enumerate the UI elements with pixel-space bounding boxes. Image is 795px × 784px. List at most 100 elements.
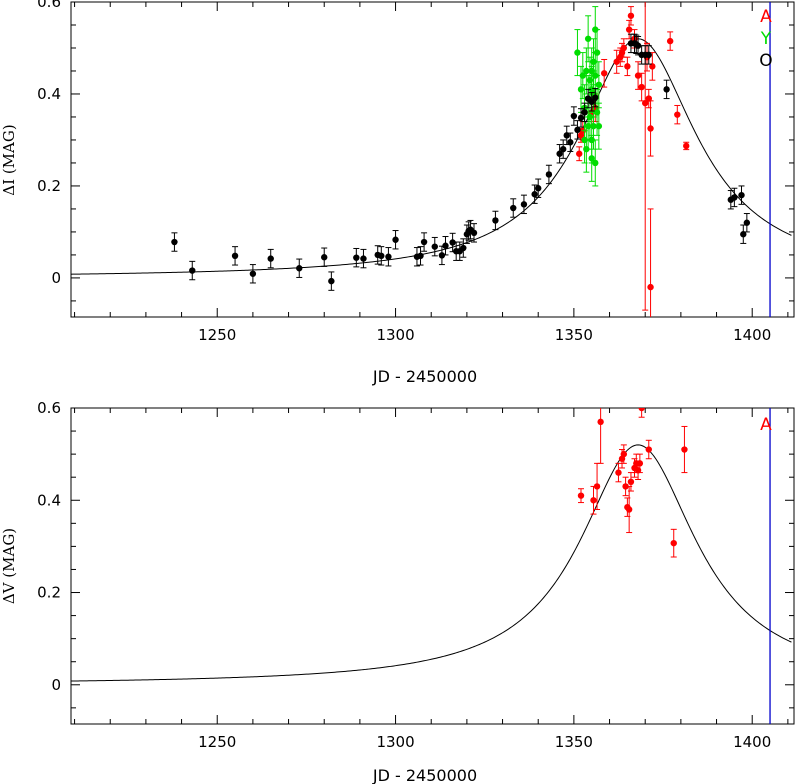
x-tick-label: 1400 (733, 326, 771, 344)
data-point (638, 72, 645, 102)
data-marker (590, 497, 597, 504)
data-point (620, 444, 628, 464)
data-point (556, 144, 563, 164)
data-marker (683, 142, 690, 150)
data-marker (627, 12, 635, 19)
data-marker (647, 283, 654, 291)
y-axis-label: ΔI (MAG) (0, 124, 18, 195)
data-marker (638, 408, 645, 412)
x-tick-label: 1250 (198, 733, 236, 751)
data-marker (649, 63, 656, 70)
data-point (593, 462, 601, 510)
data-marker (556, 150, 563, 157)
y-axis-label: ΔV (MAG) (0, 528, 18, 604)
data-marker (577, 114, 585, 122)
chart-panel-bottom: 1250 1300 1350 1400 0 0.2 0.4 0.6 JD - 2450000 ΔV… (0, 399, 795, 784)
data-marker (570, 112, 578, 120)
data-point (743, 213, 751, 233)
chart-panel-top: 1250 1300 1350 1400 0 0.2 0.4 0.6 JD - 2450000 ΔI… (0, 0, 795, 386)
plot-frame (70, 407, 795, 725)
data-marker (438, 252, 446, 259)
data-marker (645, 51, 652, 59)
data-marker (581, 109, 588, 116)
data-marker (567, 139, 574, 146)
data-point (740, 224, 747, 244)
data-marker (249, 270, 257, 277)
legend-entry-O: O (759, 51, 772, 71)
data-marker (545, 171, 553, 178)
y-tick-label: 0 (51, 269, 61, 287)
data-point (615, 462, 622, 483)
data-marker (634, 72, 642, 79)
data-point (592, 87, 599, 108)
data-marker (563, 132, 570, 139)
data-marker (442, 242, 449, 249)
y-tick-label: 0.4 (37, 491, 61, 509)
data-marker (625, 506, 633, 513)
data-point (353, 247, 360, 268)
data-marker (588, 98, 595, 105)
data-point (563, 125, 570, 146)
data-marker (592, 94, 599, 101)
y-tick-label: 0.2 (37, 584, 61, 602)
data-marker (592, 159, 599, 167)
data-marker (431, 243, 438, 250)
y-tick-label: 0.6 (37, 399, 61, 417)
data-point (567, 132, 574, 152)
data-marker (595, 81, 603, 88)
data-point (622, 476, 629, 497)
data-marker (353, 254, 360, 261)
data-marker (595, 122, 603, 130)
series-O (171, 33, 751, 291)
data-marker (600, 70, 608, 77)
series-Y (574, 6, 603, 187)
data-point (593, 29, 601, 77)
data-point (613, 49, 620, 74)
data-marker (731, 194, 738, 201)
legend-entry-Y: Y (760, 29, 772, 49)
plot-area (71, 408, 792, 724)
data-marker (740, 231, 747, 238)
data-point (296, 258, 303, 278)
data-marker (584, 35, 592, 42)
x-tick-label: 1400 (733, 733, 771, 751)
data-point (442, 236, 449, 256)
data-marker (590, 122, 597, 130)
data-marker (231, 252, 239, 260)
data-point (321, 247, 328, 267)
data-marker (328, 277, 335, 285)
data-marker (620, 44, 628, 52)
data-marker (535, 185, 542, 192)
data-marker (642, 99, 649, 107)
data-point (731, 187, 738, 208)
data-marker (622, 483, 629, 490)
data-point (627, 6, 635, 26)
data-marker (647, 125, 654, 132)
data-point (417, 246, 424, 266)
data-marker (460, 244, 467, 252)
series-A (576, 2, 690, 317)
data-point (627, 472, 635, 492)
y-tick-label: 0 (51, 676, 61, 694)
data-point (577, 488, 585, 504)
data-marker (189, 267, 196, 274)
data-marker (743, 219, 751, 226)
data-marker (670, 539, 677, 547)
data-marker (321, 254, 328, 261)
data-marker (574, 126, 581, 134)
data-point (267, 248, 274, 269)
data-point (520, 194, 528, 215)
data-marker (738, 191, 745, 199)
data-point (559, 139, 567, 159)
data-point (420, 232, 428, 252)
x-tick-label: 1250 (198, 326, 236, 344)
data-marker (615, 469, 622, 476)
data-point (625, 485, 633, 534)
data-point (647, 100, 654, 157)
data-marker (531, 191, 538, 198)
data-point (545, 164, 553, 185)
data-marker (492, 217, 499, 224)
x-axis-label: JD - 2450000 (372, 367, 477, 386)
data-point (470, 223, 478, 243)
